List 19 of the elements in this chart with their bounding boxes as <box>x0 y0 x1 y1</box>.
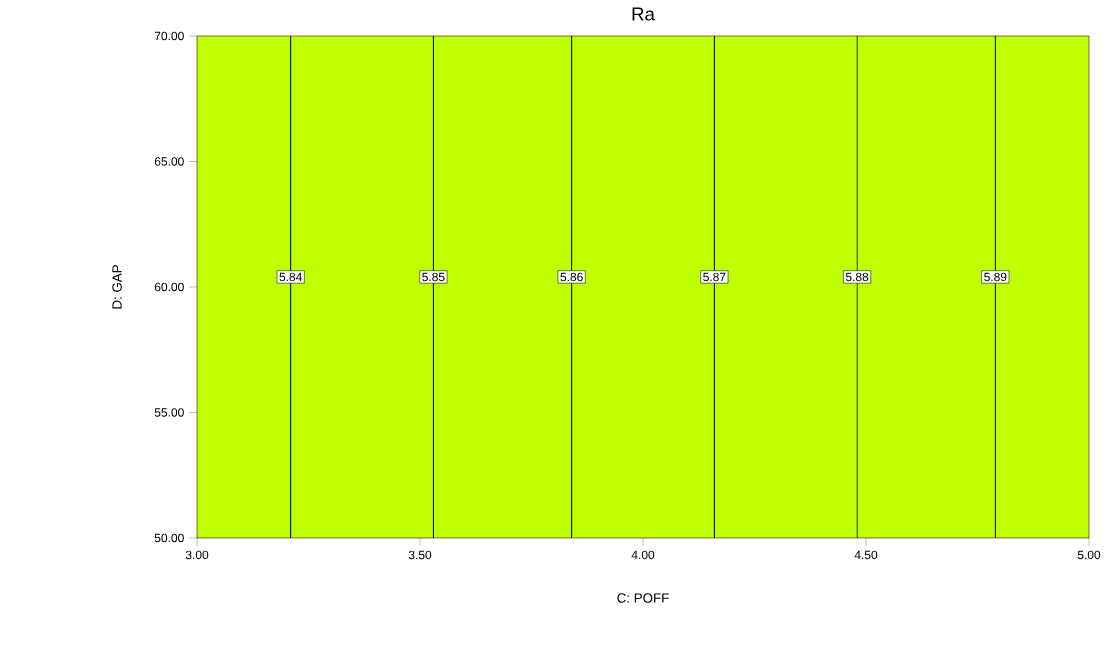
annotation: 5.89 <box>984 272 1007 282</box>
x-tick-label: 4.50 <box>854 550 878 560</box>
y-tick-label: 65.00 <box>154 157 184 166</box>
annotation: 5.88 <box>845 272 869 282</box>
annotation: 5.87 <box>703 272 726 282</box>
y-tick-label: 70.00 <box>154 31 184 41</box>
annotation: 5.86 <box>560 272 583 282</box>
y-tick-label: 55.00 <box>154 408 184 417</box>
x-tick-label: 4.00 <box>631 550 655 560</box>
x-tick-label: 5.00 <box>1077 550 1101 560</box>
chart-title: Ra <box>632 7 655 21</box>
y-tick-label: 60.00 <box>154 282 184 292</box>
x-tick-label: 3.00 <box>185 550 209 560</box>
x-axis-title: C: POFF <box>617 593 669 603</box>
y-tick-label: 50.00 <box>154 533 184 543</box>
y-axis-title: D: GAP <box>112 265 122 309</box>
x-tick-label: 3.50 <box>408 550 432 560</box>
annotation: 5.85 <box>422 272 445 282</box>
annotation: 5.84 <box>279 272 302 282</box>
